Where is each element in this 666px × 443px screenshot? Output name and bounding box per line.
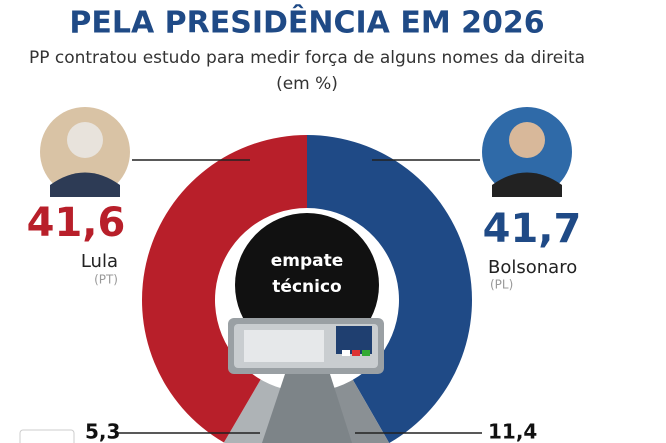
candidate-name: Bolsonaro: [488, 257, 577, 278]
candidate-name: Lula: [81, 251, 118, 272]
donut-slice: [307, 135, 472, 443]
annotation: empate: [271, 251, 344, 271]
title: PELA PRESIDÊNCIA EM 2026: [69, 5, 544, 41]
donut-slice: [142, 135, 307, 443]
party: (PT): [94, 273, 118, 287]
party: (PL): [490, 278, 513, 292]
photo-lula: [40, 107, 130, 197]
subtitle: PP contratou estudo para medir força de …: [29, 48, 585, 68]
value-label: 41,7: [483, 206, 582, 252]
badge: [19, 429, 75, 443]
unit: (em %): [276, 74, 338, 94]
photo-bolsonaro: [482, 107, 572, 197]
value-label: 5,3: [85, 420, 120, 443]
annotation: técnico: [272, 277, 341, 297]
value-label: 41,6: [27, 200, 126, 246]
value-label: 11,4: [488, 420, 537, 443]
ballot-icon: [228, 318, 384, 443]
